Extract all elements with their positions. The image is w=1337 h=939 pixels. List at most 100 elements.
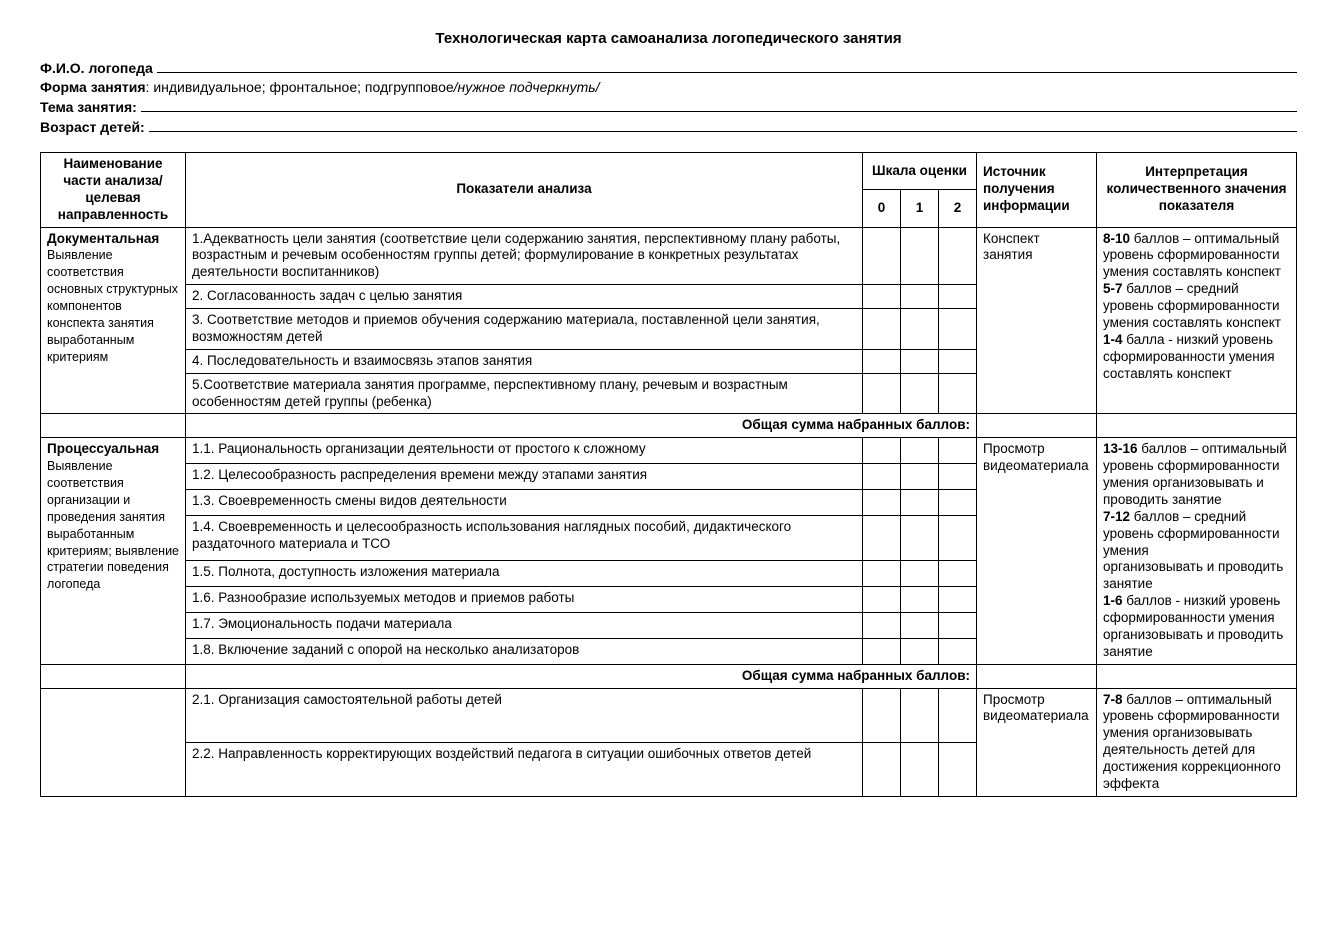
score-cell-1[interactable]	[900, 586, 938, 612]
score-cell-2[interactable]	[938, 349, 976, 373]
score-cell-2[interactable]	[938, 490, 976, 516]
score-cell-1[interactable]	[900, 638, 938, 664]
score-cell-2[interactable]	[938, 464, 976, 490]
form-value: : индивидуальное; фронтальное; подгруппо…	[146, 79, 454, 95]
score-cell-0[interactable]	[862, 688, 900, 742]
form-hint: /нужное подчеркнуть/	[454, 79, 600, 95]
analysis-table: Наименование части анализа/целевая напра…	[40, 152, 1297, 797]
fio-underline[interactable]	[157, 59, 1297, 73]
score-cell-0[interactable]	[862, 742, 900, 796]
score-cell-0[interactable]	[862, 490, 900, 516]
indicator-cell: 5.Соответствие материала занятия програм…	[186, 373, 863, 414]
hdr-s0: 0	[862, 190, 900, 227]
score-cell-0[interactable]	[862, 227, 900, 285]
score-cell-0[interactable]	[862, 285, 900, 309]
table-row: ДокументальнаяВыявление соответствия осн…	[41, 227, 1297, 285]
score-cell-1[interactable]	[900, 349, 938, 373]
score-cell-2[interactable]	[938, 586, 976, 612]
section-name-cell	[41, 688, 186, 796]
sum-label: Общая сумма набранных баллов:	[186, 664, 977, 688]
score-cell-1[interactable]	[900, 309, 938, 350]
indicator-cell: 3. Соответствие методов и приемов обучен…	[186, 309, 863, 350]
score-cell-0[interactable]	[862, 586, 900, 612]
indicator-cell: 2.1. Организация самостоятельной работы …	[186, 688, 863, 742]
score-cell-1[interactable]	[900, 438, 938, 464]
source-cell: Конспект занятия	[977, 227, 1097, 414]
score-cell-2[interactable]	[938, 285, 976, 309]
hdr-name: Наименование части анализа/целевая напра…	[41, 153, 186, 228]
topic-underline[interactable]	[141, 98, 1297, 112]
score-cell-0[interactable]	[862, 638, 900, 664]
score-cell-1[interactable]	[900, 227, 938, 285]
score-cell-0[interactable]	[862, 464, 900, 490]
score-cell-1[interactable]	[900, 464, 938, 490]
age-label: Возраст детей:	[40, 119, 145, 135]
page-title: Технологическая карта самоанализа логопе…	[40, 30, 1297, 47]
field-form: Форма занятия : индивидуальное; фронталь…	[40, 79, 1297, 95]
sum-empty-name	[41, 664, 186, 688]
score-cell-2[interactable]	[938, 227, 976, 285]
score-cell-0[interactable]	[862, 516, 900, 560]
score-cell-1[interactable]	[900, 688, 938, 742]
interp-cell: 8-10 баллов – оптимальный уровень сформи…	[1097, 227, 1297, 414]
score-cell-2[interactable]	[938, 309, 976, 350]
score-cell-1[interactable]	[900, 612, 938, 638]
hdr-interp: Интерпретация количественного значения п…	[1097, 153, 1297, 228]
indicator-cell: 1.4. Своевременность и целесообразность …	[186, 516, 863, 560]
score-cell-2[interactable]	[938, 438, 976, 464]
score-cell-0[interactable]	[862, 309, 900, 350]
score-cell-1[interactable]	[900, 285, 938, 309]
indicator-cell: 4. Последовательность и взаимосвязь этап…	[186, 349, 863, 373]
score-cell-2[interactable]	[938, 612, 976, 638]
sum-empty-interp	[1097, 414, 1297, 438]
score-cell-1[interactable]	[900, 490, 938, 516]
sum-empty-interp	[1097, 664, 1297, 688]
score-cell-2[interactable]	[938, 560, 976, 586]
sum-row: Общая сумма набранных баллов:	[41, 414, 1297, 438]
indicator-cell: 1.2. Целесообразность распределения врем…	[186, 464, 863, 490]
topic-label: Тема занятия:	[40, 99, 137, 115]
indicator-cell: 1.3. Своевременность смены видов деятель…	[186, 490, 863, 516]
indicator-cell: 1.7. Эмоциональность подачи материала	[186, 612, 863, 638]
hdr-source: Источник получения информации	[977, 153, 1097, 228]
indicator-cell: 1.6. Разнообразие используемых методов и…	[186, 586, 863, 612]
score-cell-1[interactable]	[900, 516, 938, 560]
source-cell: Просмотр видеоматериала	[977, 688, 1097, 796]
sum-empty-src	[977, 664, 1097, 688]
age-underline[interactable]	[149, 118, 1297, 132]
hdr-indicators: Показатели анализа	[186, 153, 863, 228]
score-cell-2[interactable]	[938, 516, 976, 560]
hdr-s2: 2	[938, 190, 976, 227]
score-cell-1[interactable]	[900, 560, 938, 586]
score-cell-0[interactable]	[862, 560, 900, 586]
indicator-cell: 1.1. Рациональность организации деятельн…	[186, 438, 863, 464]
source-cell: Просмотр видеоматериала	[977, 438, 1097, 664]
score-cell-0[interactable]	[862, 438, 900, 464]
score-cell-2[interactable]	[938, 742, 976, 796]
score-cell-2[interactable]	[938, 638, 976, 664]
indicator-cell: 2.2. Направленность корректирующих возде…	[186, 742, 863, 796]
field-fio: Ф.И.О. логопеда	[40, 59, 1297, 76]
hdr-scale: Шкала оценки	[862, 153, 976, 190]
field-age: Возраст детей:	[40, 118, 1297, 135]
score-cell-1[interactable]	[900, 373, 938, 414]
sum-label: Общая сумма набранных баллов:	[186, 414, 977, 438]
table-row: ПроцессуальнаяВыявление соответствия орг…	[41, 438, 1297, 464]
sum-empty-name	[41, 414, 186, 438]
indicator-cell: 1.Адекватность цели занятия (соответстви…	[186, 227, 863, 285]
score-cell-2[interactable]	[938, 688, 976, 742]
indicator-cell: 1.5. Полнота, доступность изложения мате…	[186, 560, 863, 586]
score-cell-0[interactable]	[862, 373, 900, 414]
field-topic: Тема занятия:	[40, 98, 1297, 115]
score-cell-0[interactable]	[862, 349, 900, 373]
indicator-cell: 1.8. Включение заданий с опорой на неско…	[186, 638, 863, 664]
form-label: Форма занятия	[40, 79, 146, 95]
score-cell-2[interactable]	[938, 373, 976, 414]
sum-row: Общая сумма набранных баллов:	[41, 664, 1297, 688]
fio-label: Ф.И.О. логопеда	[40, 60, 153, 76]
table-row: 2.1. Организация самостоятельной работы …	[41, 688, 1297, 742]
score-cell-1[interactable]	[900, 742, 938, 796]
hdr-s1: 1	[900, 190, 938, 227]
interp-cell: 13-16 баллов – оптимальный уровень сформ…	[1097, 438, 1297, 664]
score-cell-0[interactable]	[862, 612, 900, 638]
